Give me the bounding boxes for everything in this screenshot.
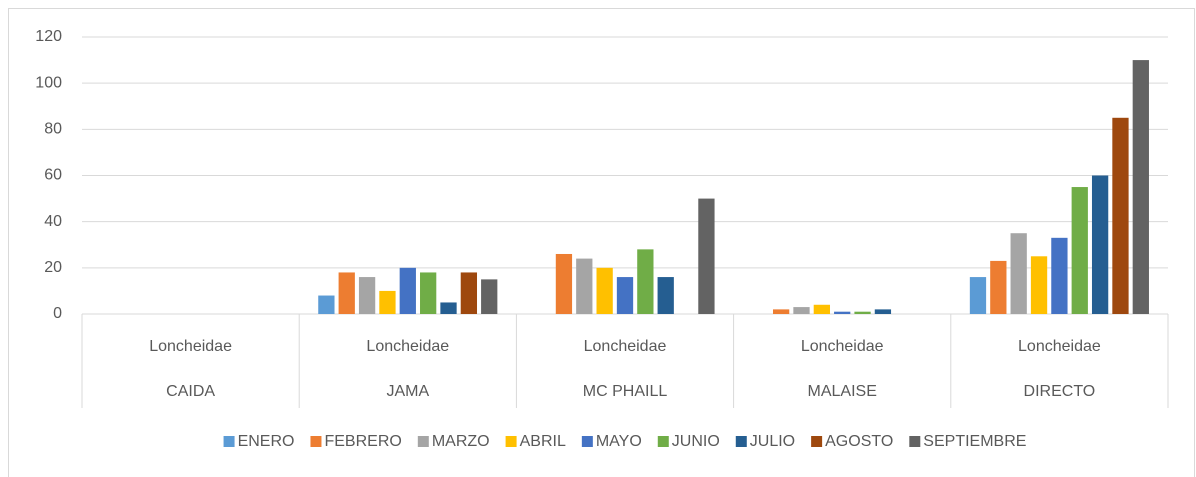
y-tick-label: 20	[44, 259, 62, 276]
bar	[1010, 233, 1027, 314]
chart-frame	[8, 8, 1195, 477]
legend-label: ABRIL	[520, 433, 566, 450]
x-subcategory-label: Loncheidae	[149, 338, 232, 355]
legend-label: MARZO	[432, 433, 490, 450]
y-tick-label: 40	[44, 213, 62, 230]
x-subcategory-label: Loncheidae	[1018, 338, 1101, 355]
bar	[1112, 117, 1129, 315]
bar	[481, 279, 498, 314]
legend-swatch	[581, 436, 593, 447]
bar	[698, 198, 715, 314]
x-subcategory-label: Loncheidae	[366, 338, 449, 355]
bar	[318, 295, 335, 314]
bar	[1132, 60, 1149, 315]
bar	[854, 311, 871, 314]
bar	[990, 260, 1007, 314]
bar	[616, 277, 634, 314]
x-category-label: JAMA	[386, 383, 429, 400]
bar	[596, 267, 613, 314]
legend-swatch	[417, 436, 429, 447]
bar	[460, 272, 478, 314]
bar	[874, 309, 892, 314]
bar	[1071, 187, 1088, 314]
legend-swatch	[505, 436, 517, 447]
legend-swatch	[909, 436, 921, 447]
legend-swatch	[811, 436, 823, 447]
x-category-label: MALAISE	[808, 383, 877, 400]
bar	[834, 311, 851, 314]
bar	[813, 304, 830, 314]
bar	[576, 258, 593, 314]
legend-label: FEBRERO	[324, 433, 401, 450]
bar	[555, 253, 573, 314]
legend-label: AGOSTO	[825, 433, 893, 450]
legend-swatch	[310, 436, 322, 447]
y-tick-label: 120	[35, 28, 62, 45]
bar	[399, 267, 416, 314]
bar	[440, 302, 457, 314]
x-category-label: MC PHAILL	[583, 383, 668, 400]
bar	[657, 277, 674, 314]
y-tick-label: 80	[44, 121, 62, 138]
bar	[379, 290, 396, 314]
x-category-label: DIRECTO	[1024, 383, 1096, 400]
legend-label: JUNIO	[672, 433, 720, 450]
bar	[338, 272, 355, 314]
bar	[969, 277, 987, 314]
bar	[358, 277, 376, 314]
bar	[637, 249, 654, 314]
bar	[772, 309, 790, 314]
y-tick-label: 0	[53, 305, 62, 322]
x-category-label: CAIDA	[166, 383, 215, 400]
y-tick-label: 100	[35, 74, 62, 91]
legend-label: MAYO	[596, 433, 642, 450]
x-subcategory-label: Loncheidae	[584, 338, 667, 355]
legend-swatch	[223, 436, 235, 447]
legend-label: ENERO	[238, 433, 295, 450]
bar	[793, 307, 810, 314]
legend-swatch	[735, 436, 747, 447]
bar	[420, 272, 437, 314]
legend-swatch	[657, 436, 669, 447]
y-tick-label: 60	[44, 167, 62, 184]
bar	[1030, 256, 1048, 314]
legend-label: SEPTIEMBRE	[923, 433, 1026, 450]
x-subcategory-label: Loncheidae	[801, 338, 884, 355]
bar	[1091, 175, 1109, 314]
bar	[1051, 237, 1068, 314]
legend-label: JULIO	[750, 433, 795, 450]
